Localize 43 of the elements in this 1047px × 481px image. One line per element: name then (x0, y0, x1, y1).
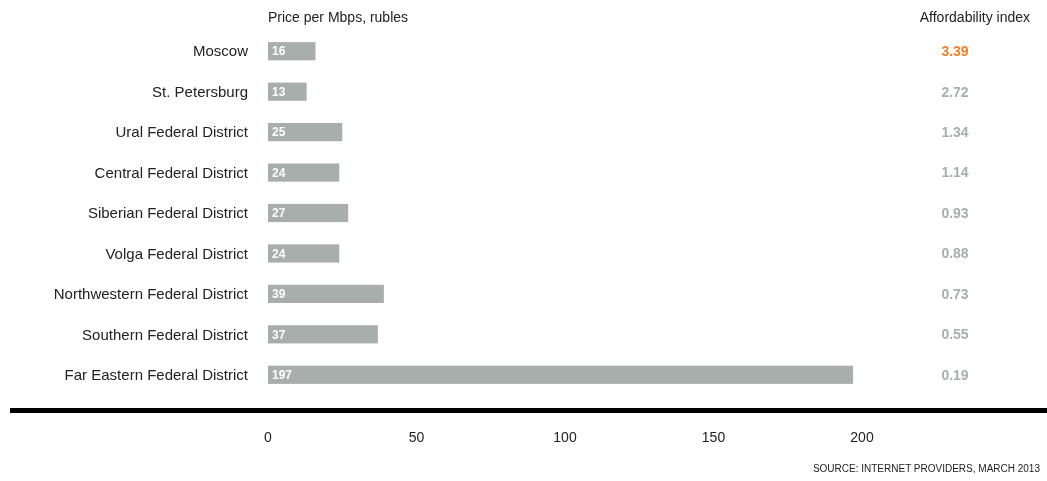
y-tick-label: Northwestern Federal District (53, 285, 249, 303)
y-tick-label: St. Petersburg (152, 82, 248, 100)
text: 1.14 (941, 164, 969, 181)
y-tick-label: Central Federal District (94, 163, 249, 181)
bar (268, 284, 384, 303)
data-label: 197 (272, 367, 293, 382)
text: 0.19 (941, 366, 969, 383)
x-tick-label: 100 (553, 429, 577, 445)
data-label: 25 (272, 125, 286, 140)
data-label: 24 (272, 165, 286, 180)
data-label: 37 (272, 327, 286, 342)
data-label: 39 (272, 287, 286, 302)
x-axis-title: Price per Mbps, rubles (268, 9, 409, 25)
bar (268, 42, 316, 61)
y-tick-label: Volga Federal District (105, 244, 249, 262)
text: 2.72 (941, 83, 969, 100)
text: 0.73 (941, 285, 969, 302)
source-note: SOURCE: INTERNET PROVIDERS, MARCH 2013 (812, 463, 1041, 474)
x-tick-label: 0 (264, 429, 273, 445)
text: 1.34 (941, 124, 969, 141)
y-tick-label: Far Eastern Federal District (64, 366, 249, 384)
bar (268, 163, 340, 182)
bar (268, 365, 854, 384)
x-tick-label: 150 (701, 429, 726, 445)
bar (268, 325, 378, 344)
y-tick-label: Siberian Federal District (87, 204, 249, 222)
data-label: 16 (272, 44, 286, 59)
data-label: 13 (272, 84, 286, 99)
y-tick-label: Southern Federal District (82, 325, 249, 343)
y-tick-label: Moscow (192, 42, 249, 60)
text: Affordability index (919, 9, 1030, 25)
text: 3.39 (941, 43, 969, 60)
text: 0.88 (941, 245, 969, 262)
x-tick-label: 50 (408, 429, 425, 445)
x-tick-label: 200 (850, 429, 874, 445)
bar (268, 203, 349, 223)
y-tick-label: Ural Federal District (115, 123, 249, 141)
data-label: 24 (272, 246, 286, 261)
text: 0.93 (941, 204, 969, 221)
data-label: 27 (272, 206, 286, 221)
bar (268, 244, 340, 263)
text: 0.55 (941, 326, 969, 343)
bar (268, 123, 343, 142)
